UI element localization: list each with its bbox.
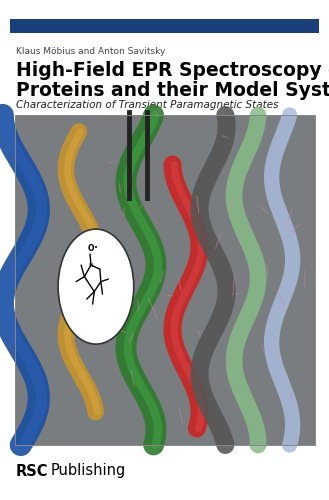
Text: Klaus Möbius and Anton Savitsky: Klaus Möbius and Anton Savitsky: [16, 46, 165, 56]
Text: RSC: RSC: [16, 464, 48, 478]
Text: •: •: [94, 245, 98, 251]
Text: Proteins and their Model Systems: Proteins and their Model Systems: [16, 80, 329, 100]
Text: N: N: [89, 262, 93, 268]
Circle shape: [58, 229, 134, 344]
Text: O: O: [88, 244, 94, 252]
Bar: [15, 115, 315, 445]
Text: Characterization of Transient Paramagnetic States: Characterization of Transient Paramagnet…: [16, 100, 278, 110]
Text: High-Field EPR Spectroscopy on: High-Field EPR Spectroscopy on: [16, 62, 329, 80]
Bar: [10, 20, 319, 33]
Bar: [15, 115, 315, 445]
Text: Publishing: Publishing: [50, 464, 126, 478]
